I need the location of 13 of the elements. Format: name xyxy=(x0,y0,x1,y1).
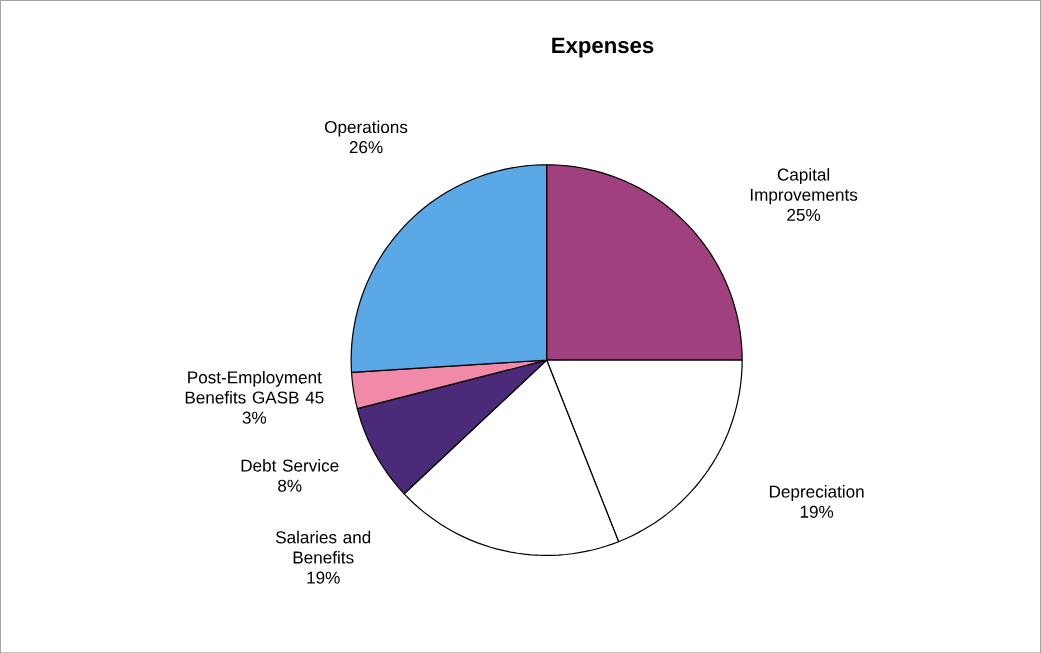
slice-label: Post-Employment Benefits GASB 45 xyxy=(185,370,324,404)
data-label: 19% xyxy=(307,571,340,584)
slice-label: Capital Improvements xyxy=(750,167,858,205)
chart-title: Expenses xyxy=(552,37,654,58)
slice-label: Depreciation xyxy=(769,484,864,501)
slice-label: Debt Service xyxy=(241,458,339,472)
data-label: 3% xyxy=(242,411,267,424)
slice-label: Salaries and Benefits xyxy=(275,530,371,564)
slice-label: Operations xyxy=(324,120,408,137)
data-label: 19% xyxy=(800,505,834,518)
data-label: 26% xyxy=(349,140,383,154)
data-label: 8% xyxy=(278,479,302,492)
data-label: 25% xyxy=(787,208,821,221)
